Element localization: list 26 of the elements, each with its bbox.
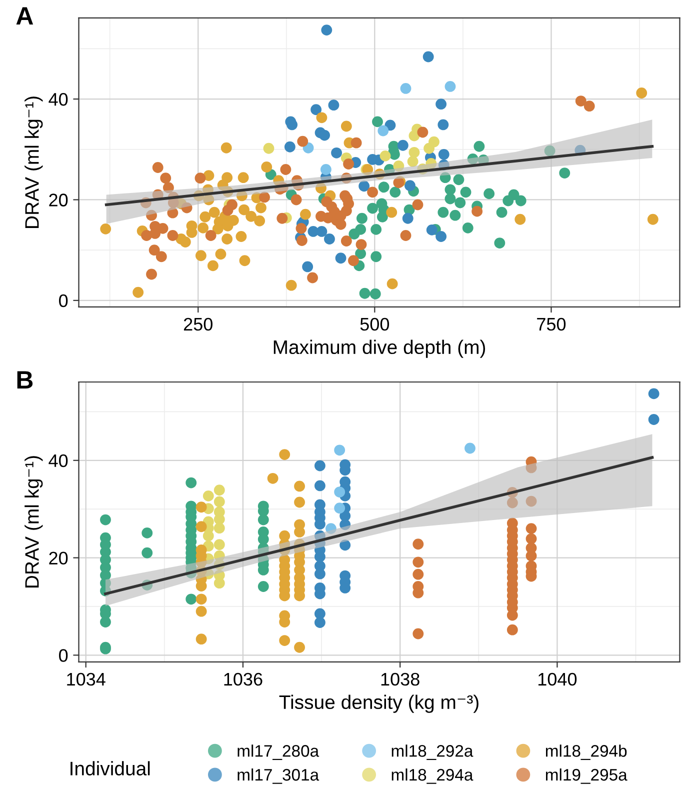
x-axis-title: Maximum dive depth (m) [274,340,486,358]
legend-label: ml18_292a [392,744,474,760]
x-tick-label: 1038 [381,672,420,686]
x-tick-label: 500 [360,318,390,331]
y-axis-title: DRAV (ml kg⁻¹) [24,96,43,228]
legend-label: ml18_294a [392,768,474,784]
legend-label: ml17_280a [238,744,320,760]
x-tick-label: 250 [184,318,212,331]
x-tick-label: 750 [537,318,566,331]
x-tick-label: 1040 [538,672,577,686]
legend-title: Individual [70,761,150,776]
x-tick-label: 1034 [67,672,106,686]
chart-title: A [16,7,34,24]
y-tick-label: 40 [48,92,68,106]
legend-label: ml17_301a [238,768,320,784]
x-tick-label: 1036 [224,672,262,686]
x-axis-title: Tissue density (kg m⁻³) [279,694,478,713]
chart-title: B [17,371,33,388]
y-axis-title: DRAV (ml kg⁻¹) [24,456,43,588]
y-tick-label: 0 [59,649,68,662]
y-tick-label: 20 [49,552,68,564]
y-tick-label: 20 [49,194,68,206]
y-tick-label: 40 [48,454,68,468]
legend-label: ml18_294b [546,744,627,760]
legend-label: ml19_295a [546,768,628,784]
y-tick-label: 0 [59,294,68,308]
